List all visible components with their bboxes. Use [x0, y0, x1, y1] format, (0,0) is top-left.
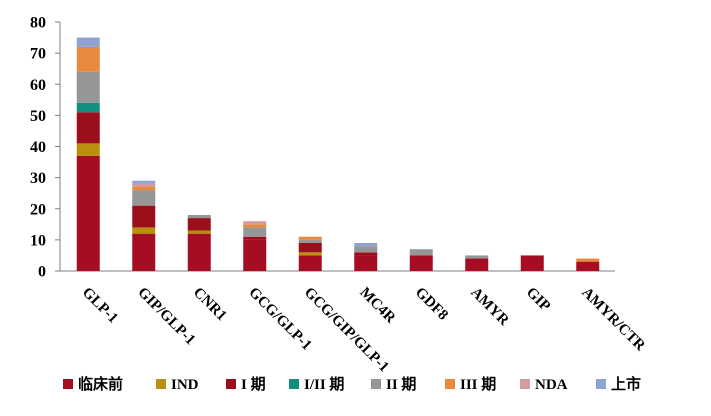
bar-segment: [298, 242, 322, 253]
y-tick-label: 0: [38, 264, 46, 281]
bar-segment: [132, 183, 156, 187]
legend-swatch: [596, 379, 606, 389]
y-tick-label: 50: [30, 108, 46, 125]
legend-swatch: [371, 379, 381, 389]
y-tick-label: 70: [30, 46, 46, 63]
bar-segment: [465, 255, 489, 259]
legend-swatch: [445, 379, 455, 389]
y-tick-label: 10: [30, 232, 46, 249]
bar-segment: [187, 233, 211, 271]
bar-segment: [354, 242, 378, 247]
bar-segment: [76, 37, 100, 47]
legend-swatch: [520, 379, 530, 389]
bar-segment: [465, 258, 489, 271]
bar-segment: [243, 236, 267, 240]
bar-segment: [187, 218, 211, 231]
legend-label: NDA: [535, 377, 568, 393]
x-category-label: GDF8: [412, 285, 451, 324]
bar-segment: [132, 205, 156, 228]
legend-swatch: [226, 379, 236, 389]
bar-segment: [354, 246, 378, 253]
bar-segment: [298, 255, 322, 271]
legend-label: II 期: [386, 375, 416, 393]
legend-label: 临床前: [78, 375, 123, 393]
bar-segment: [243, 239, 267, 271]
y-tick-label: 30: [30, 170, 46, 187]
bar-segment: [520, 255, 544, 271]
legend-label: III 期: [460, 375, 496, 393]
bar-segment: [76, 71, 100, 103]
y-tick-label: 60: [30, 77, 46, 94]
bar-segment: [576, 261, 600, 271]
y-tick-labels: 0 10 20 30 40 50 60 70 80: [30, 15, 60, 281]
x-category-label: GIP: [523, 285, 553, 315]
bar-segment: [298, 239, 322, 243]
y-tick-label: 40: [30, 139, 46, 156]
bar-segment: [132, 227, 156, 234]
bar-segment: [354, 252, 378, 256]
bar-segment: [132, 233, 156, 271]
bar-segment: [187, 230, 211, 234]
bar-segment: [243, 221, 267, 225]
legend-swatch: [289, 379, 299, 389]
legend-label: I/II 期: [304, 375, 344, 393]
legend: 临床前 IND I 期 I/II 期 II 期 III 期 NDA 上市: [63, 375, 641, 393]
bar-segment: [298, 236, 322, 240]
bar-segment: [409, 255, 433, 271]
bar-segment: [76, 143, 100, 156]
y-tick-label: 20: [30, 201, 46, 218]
legend-label: IND: [171, 377, 199, 393]
x-category-label: CNR1: [190, 285, 230, 325]
bar-segment: [354, 255, 378, 271]
x-category-label: GIP/GLP-1: [134, 285, 198, 349]
bar-segment: [243, 224, 267, 228]
bar-segment: [76, 46, 100, 72]
legend-swatch: [63, 379, 73, 389]
legend-swatch: [156, 379, 166, 389]
bar-segment: [243, 227, 267, 237]
bar-segment: [132, 180, 156, 184]
bar-segment: [298, 252, 322, 256]
bar-segment: [76, 155, 100, 271]
bar-segment: [576, 258, 600, 262]
bars: [76, 37, 600, 271]
y-tick-label: 80: [30, 15, 46, 32]
x-category-label: AMYR/CTR: [578, 285, 648, 355]
bar-segment: [132, 190, 156, 206]
bar-segment: [409, 249, 433, 256]
x-category-label: GLP-1: [79, 285, 121, 327]
bar-segment: [187, 214, 211, 219]
x-category-label: AMYR: [467, 285, 511, 329]
bar-segment: [76, 102, 100, 113]
bar-segment: [76, 112, 100, 144]
legend-label: 上市: [611, 375, 641, 393]
x-category-label: MC4R: [356, 285, 398, 327]
legend-label: I 期: [241, 375, 266, 393]
bar-segment: [132, 186, 156, 191]
